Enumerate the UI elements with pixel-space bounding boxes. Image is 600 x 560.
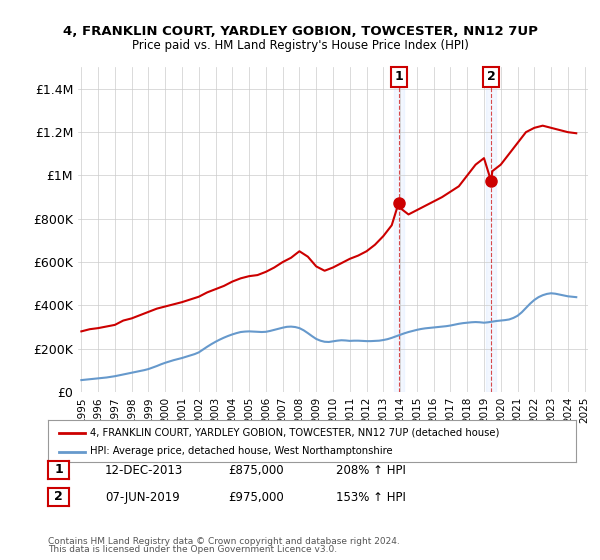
- Text: 12-DEC-2013: 12-DEC-2013: [105, 464, 183, 477]
- Text: 153% ↑ HPI: 153% ↑ HPI: [336, 491, 406, 503]
- Text: 07-JUN-2019: 07-JUN-2019: [105, 491, 180, 503]
- Text: 1: 1: [394, 71, 403, 83]
- Text: 1: 1: [54, 463, 63, 476]
- Text: 208% ↑ HPI: 208% ↑ HPI: [336, 464, 406, 477]
- Bar: [394, 67, 404, 392]
- Text: Contains HM Land Registry data © Crown copyright and database right 2024.: Contains HM Land Registry data © Crown c…: [48, 537, 400, 546]
- Text: £975,000: £975,000: [228, 491, 284, 503]
- Text: £875,000: £875,000: [228, 464, 284, 477]
- Text: This data is licensed under the Open Government Licence v3.0.: This data is licensed under the Open Gov…: [48, 545, 337, 554]
- Text: Price paid vs. HM Land Registry's House Price Index (HPI): Price paid vs. HM Land Registry's House …: [131, 39, 469, 52]
- Text: 2: 2: [487, 71, 496, 83]
- Text: 4, FRANKLIN COURT, YARDLEY GOBION, TOWCESTER, NN12 7UP (detached house): 4, FRANKLIN COURT, YARDLEY GOBION, TOWCE…: [90, 428, 500, 437]
- Bar: [486, 67, 496, 392]
- Text: 4, FRANKLIN COURT, YARDLEY GOBION, TOWCESTER, NN12 7UP: 4, FRANKLIN COURT, YARDLEY GOBION, TOWCE…: [62, 25, 538, 38]
- Text: 2: 2: [54, 490, 63, 503]
- Text: HPI: Average price, detached house, West Northamptonshire: HPI: Average price, detached house, West…: [90, 446, 393, 456]
